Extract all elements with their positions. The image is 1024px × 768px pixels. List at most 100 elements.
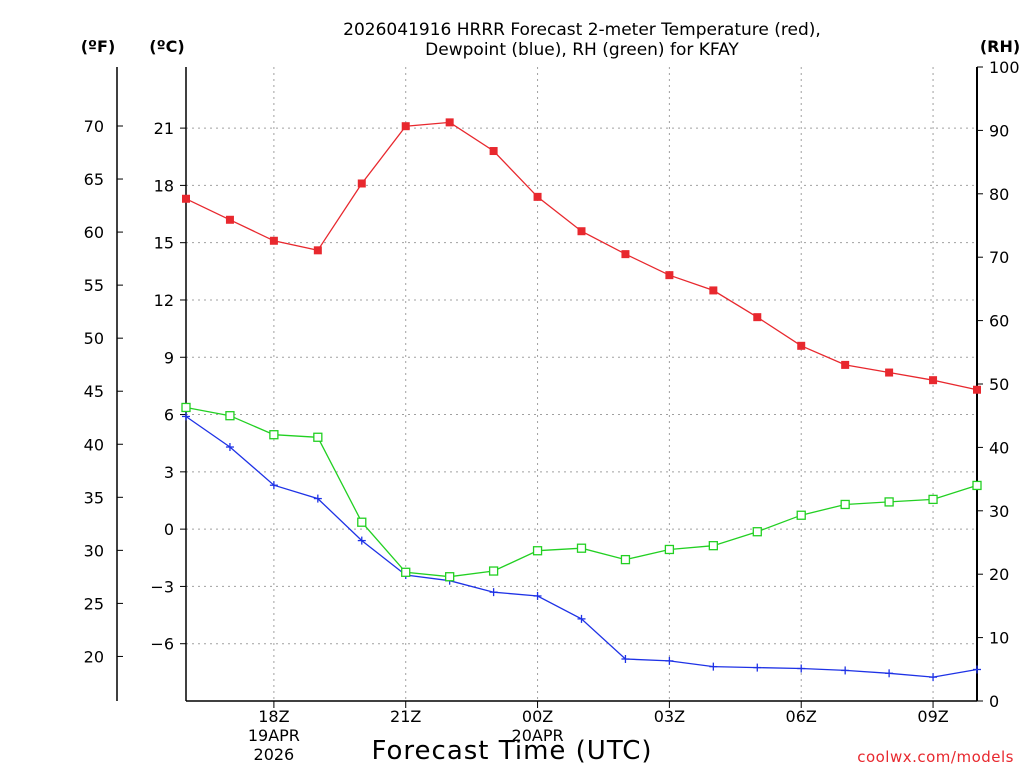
temperature-point	[665, 271, 674, 280]
fahrenheit-tick-label: 45	[84, 382, 104, 401]
rh-point	[796, 510, 806, 520]
temperature-line	[185, 121, 978, 391]
temperature-point	[753, 313, 762, 322]
dewpoint-point	[533, 591, 542, 600]
dewpoint-point	[225, 443, 234, 452]
temperature-point	[973, 385, 981, 394]
celsius-tick-label: 21	[154, 119, 174, 138]
rh-tick-label: 20	[989, 565, 1009, 584]
rh-point	[708, 541, 718, 551]
x-tick-label: 06Z	[786, 707, 817, 726]
temperature-point	[269, 236, 278, 245]
dewpoint-point	[182, 412, 190, 421]
dewpoint-point	[929, 673, 938, 682]
dewpoint-point	[709, 662, 718, 671]
celsius-tick-label: 9	[164, 348, 174, 367]
rh-point	[664, 544, 675, 555]
rh-point	[225, 411, 235, 421]
rh-point	[445, 572, 455, 582]
temperature-point	[885, 368, 894, 377]
dewpoint-point	[357, 536, 366, 545]
series-temperature	[182, 118, 981, 394]
celsius-tick-label: 15	[154, 234, 174, 253]
temperature-point	[182, 194, 190, 203]
rh-unit-label: (RH)	[980, 37, 1020, 56]
series-dewpoint	[182, 412, 981, 682]
series-rh	[181, 402, 982, 582]
rh-tick-label: 80	[989, 185, 1009, 204]
x-tick-label: 20APR	[512, 726, 564, 745]
x-tick-label: 09Z	[917, 707, 948, 726]
fahrenheit-tick-label: 55	[84, 276, 104, 295]
dewpoint-point	[621, 654, 630, 663]
temperature-point	[489, 147, 498, 156]
dewpoint-point	[577, 614, 586, 623]
temperature-point	[357, 179, 366, 188]
temperature-point	[797, 341, 806, 350]
x-axis-title: Forecast Time (UTC)	[371, 736, 652, 766]
rh-tick-label: 90	[989, 121, 1009, 140]
dewpoint-point	[885, 669, 894, 678]
temperature-point	[401, 122, 410, 131]
fahrenheit-tick-label: 70	[84, 117, 104, 136]
chart-title-line-2: Dewpoint (blue), RH (green) for KFAY	[425, 40, 739, 60]
fahrenheit-tick-label: 60	[84, 223, 104, 242]
rh-point	[181, 402, 191, 413]
x-tick-label: 21Z	[390, 707, 421, 726]
rh-tick-label: 40	[989, 438, 1009, 457]
temperature-point	[709, 286, 718, 295]
temperature-point	[445, 118, 454, 127]
rh-tick-label: 100	[989, 58, 1020, 77]
fahrenheit-tick-label: 40	[84, 435, 104, 454]
rh-point	[401, 567, 411, 577]
rh-point	[840, 499, 850, 510]
fahrenheit-unit-label: (ºF)	[81, 37, 116, 56]
tick-labels: −6 −3 0 3 6 9 12 15 18 21 20 25 30 35 40 45 50 55 60 65 70 0 1…	[84, 58, 1020, 764]
celsius-tick-label: 0	[164, 520, 174, 539]
fahrenheit-tick-label: 25	[84, 594, 104, 613]
dewpoint-point	[973, 665, 981, 674]
dewpoint-point	[313, 494, 322, 503]
rh-point	[357, 517, 367, 527]
rh-point	[752, 527, 762, 537]
temperature-point	[621, 250, 630, 259]
rh-point	[576, 543, 587, 553]
dewpoint-point	[665, 656, 674, 665]
rh-point	[972, 480, 982, 491]
celsius-tick-label: 12	[154, 291, 174, 310]
data-series	[181, 118, 982, 682]
rh-tick-label: 50	[989, 375, 1009, 394]
rh-point	[928, 494, 938, 505]
rh-point	[884, 497, 894, 507]
rh-point	[313, 432, 323, 442]
fahrenheit-tick-label: 30	[84, 541, 104, 560]
temperature-point	[313, 246, 322, 255]
celsius-unit-label: (ºC)	[149, 37, 184, 56]
rh-point	[269, 430, 279, 440]
x-tick-label: 18Z	[258, 707, 289, 726]
rh-tick-label: 0	[989, 692, 999, 711]
grid-lines	[186, 67, 977, 701]
rh-point	[532, 546, 543, 556]
fahrenheit-tick-label: 65	[84, 170, 104, 189]
x-tick-label: 03Z	[654, 707, 685, 726]
celsius-tick-label: 3	[164, 463, 174, 482]
axes	[116, 66, 983, 708]
x-tick-label: 2026	[254, 745, 295, 764]
temperature-point	[929, 376, 938, 385]
rh-tick-label: 70	[989, 248, 1009, 267]
rh-point	[488, 566, 499, 576]
celsius-tick-label: 6	[164, 406, 174, 425]
temperature-point	[533, 192, 542, 201]
celsius-tick-label: −3	[150, 577, 174, 596]
temperature-point	[225, 215, 234, 224]
rh-point	[620, 554, 631, 565]
fahrenheit-tick-label: 50	[84, 329, 104, 348]
x-tick-label: 00Z	[522, 707, 553, 726]
fahrenheit-tick-label: 20	[84, 647, 104, 666]
credit-text: coolwx.com/models	[857, 748, 1014, 766]
fahrenheit-tick-label: 35	[84, 488, 104, 507]
rh-tick-label: 10	[989, 629, 1009, 648]
dewpoint-point	[489, 588, 498, 597]
